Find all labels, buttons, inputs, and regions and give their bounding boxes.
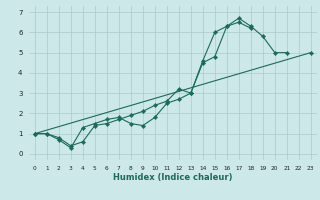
X-axis label: Humidex (Indice chaleur): Humidex (Indice chaleur) [113, 173, 233, 182]
